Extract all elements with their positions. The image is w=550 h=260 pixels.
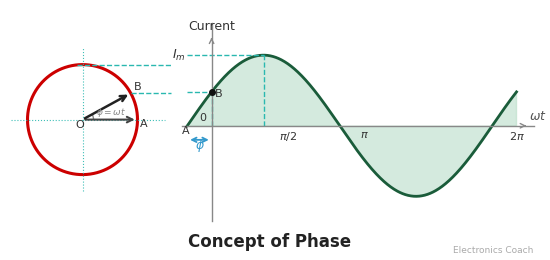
Text: O: O xyxy=(75,120,84,130)
Text: Electronics Coach: Electronics Coach xyxy=(453,246,534,255)
Text: A: A xyxy=(182,126,190,136)
Text: $\phi = \omega t$: $\phi = \omega t$ xyxy=(96,106,127,119)
Text: 0: 0 xyxy=(200,114,207,124)
Text: $\phi$: $\phi$ xyxy=(195,137,205,154)
Text: $I_m$: $I_m$ xyxy=(172,48,185,63)
Text: B: B xyxy=(214,89,222,99)
Text: Current: Current xyxy=(188,20,235,32)
Text: B: B xyxy=(134,82,141,93)
Text: A: A xyxy=(140,119,147,129)
Text: Concept of Phase: Concept of Phase xyxy=(188,233,351,251)
Text: $\omega t$: $\omega t$ xyxy=(529,110,547,123)
